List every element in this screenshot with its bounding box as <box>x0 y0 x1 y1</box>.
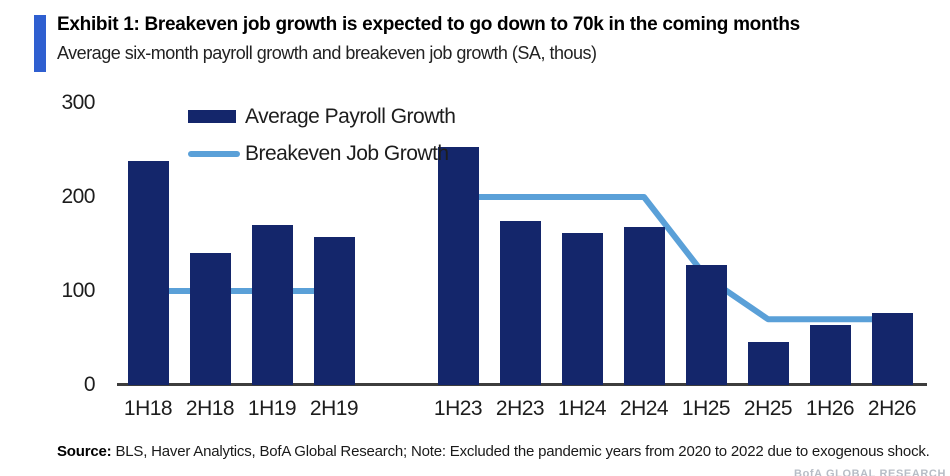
payroll-bar <box>500 221 541 385</box>
title-accent-bar <box>34 15 46 72</box>
legend-item: Average Payroll Growth <box>188 98 456 135</box>
bofa-watermark: BofA GLOBAL RESEARCH <box>794 468 946 476</box>
exhibit-subtitle: Average six-month payroll growth and bre… <box>57 43 597 63</box>
source-label: Source: <box>57 443 112 460</box>
payroll-bar <box>190 253 231 385</box>
payroll-bar <box>686 265 727 385</box>
payroll-bar <box>872 313 913 385</box>
x-axis-label: 2H25 <box>743 397 793 420</box>
x-axis-label: 1H24 <box>557 397 607 420</box>
chart-legend: Average Payroll Growth Breakeven Job Grow… <box>188 98 456 172</box>
payroll-bar <box>314 237 355 385</box>
payroll-bar <box>438 147 479 385</box>
legend-label: Average Payroll Growth <box>245 104 456 128</box>
payroll-bar <box>810 325 851 385</box>
payroll-bar <box>252 225 293 385</box>
legend-item: Breakeven Job Growth <box>188 135 455 172</box>
y-axis-tick-label: 200 <box>61 185 95 208</box>
x-axis-label: 2H26 <box>867 397 917 420</box>
payroll-bar <box>128 161 169 385</box>
payroll-bar <box>562 233 603 385</box>
payroll-bar <box>748 342 789 385</box>
x-axis-label: 2H18 <box>185 397 235 420</box>
y-axis-tick-label: 0 <box>83 373 96 396</box>
x-axis-label: 2H19 <box>309 397 359 420</box>
x-axis-label: 1H23 <box>433 397 483 420</box>
x-axis-label: 1H25 <box>681 397 731 420</box>
exhibit-title: Exhibit 1: Breakeven job growth is expec… <box>57 14 800 35</box>
source-note: Source: BLS, Haver Analytics, BofA Global… <box>57 443 930 460</box>
y-axis-tick-label: 300 <box>61 91 95 114</box>
legend-line-swatch <box>188 150 240 157</box>
legend-bar-swatch <box>188 110 236 123</box>
legend-label: Breakeven Job Growth <box>245 141 449 165</box>
x-axis-label: 1H19 <box>247 397 297 420</box>
x-axis-label: 2H24 <box>619 397 669 420</box>
source-text: BLS, Haver Analytics, BofA Global Resear… <box>115 443 930 460</box>
x-axis-label: 2H23 <box>495 397 545 420</box>
x-axis-label: 1H18 <box>123 397 173 420</box>
y-axis-tick-label: 100 <box>61 279 95 302</box>
x-axis-label: 1H26 <box>805 397 855 420</box>
payroll-bar <box>624 227 665 385</box>
